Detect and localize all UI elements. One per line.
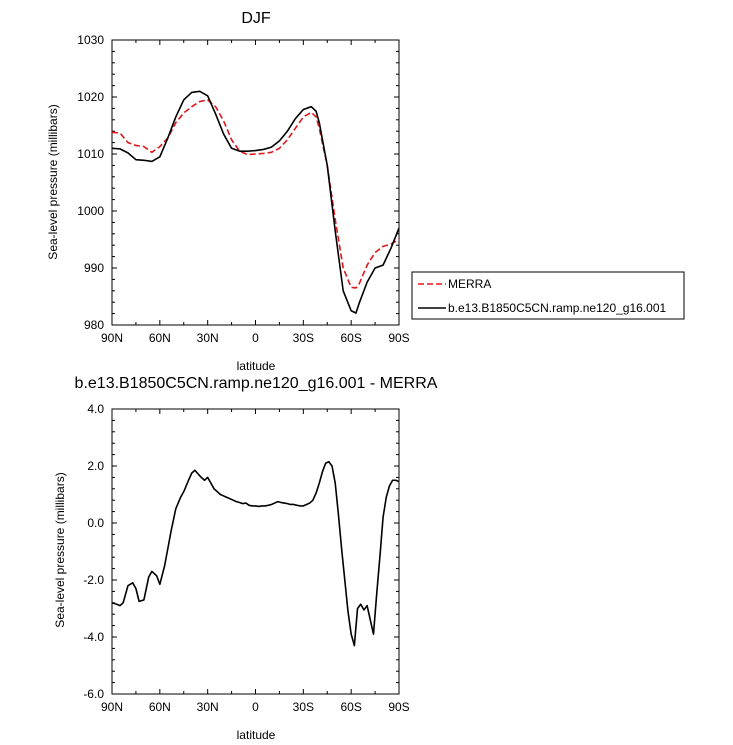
- bottom-chart-y-tick-label: -4.0: [83, 630, 104, 644]
- legend-label-model: b.e13.B1850C5CN.ramp.ne120_g16.001: [448, 301, 666, 315]
- top-chart-y-tick-label: 1020: [77, 90, 104, 104]
- bottom-chart-y-tick-label: -6.0: [83, 687, 104, 701]
- top-chart-series-line-1: [111, 90, 400, 314]
- bottom-chart-x-tick-label: 30S: [293, 700, 314, 714]
- top-chart-legend: MERRA b.e13.B1850C5CN.ramp.ne120_g16.001: [411, 271, 685, 320]
- top-chart-x-tick-label: 30N: [197, 331, 219, 345]
- top-chart-y-tick-label: 1000: [77, 204, 104, 218]
- bottom-chart-frame: [111, 408, 400, 695]
- top-chart-panel: DJF 90N 60N 30N 0 30S 60S 90S 980 990 1000 1010 102…: [46, 10, 410, 373]
- top-chart-x-tick-label: 60N: [149, 331, 171, 345]
- bottom-chart-y-tick-label: 4.0: [87, 402, 104, 416]
- top-chart-x-tick-label: 90S: [388, 331, 409, 345]
- top-chart-frame: [111, 39, 400, 326]
- bottom-chart-y-tick-label: -2.0: [83, 573, 104, 587]
- bottom-chart-title: b.e13.B1850C5CN.ramp.ne120_g16.001 - MER…: [75, 375, 438, 392]
- top-chart-x-tick-label: 60S: [340, 331, 361, 345]
- bottom-chart-x-tick-label: 30N: [197, 700, 219, 714]
- top-chart-y-axis-label: Sea-level pressure (millibars): [46, 104, 60, 259]
- legend-label-merra: MERRA: [448, 277, 491, 291]
- top-chart-x-tick-label: 30S: [293, 331, 314, 345]
- top-chart-x-axis-label: latitude: [237, 359, 276, 373]
- top-chart-y-tick-label: 1030: [77, 33, 104, 47]
- top-chart-y-tick-label: 990: [84, 261, 104, 275]
- bottom-chart-y-axis-label: Sea-level pressure (millibars): [53, 472, 67, 627]
- top-chart-y-tick-label: 1010: [77, 147, 104, 161]
- bottom-chart-x-tick-label: 60N: [149, 700, 171, 714]
- top-chart-x-tick-label: 0: [252, 331, 259, 345]
- bottom-chart-x-tick-label: 0: [252, 700, 259, 714]
- legend-box: [411, 271, 685, 320]
- top-chart-plot-area: 90N 60N 30N 0 30S 60S 90S 980 990 1000 1010 1020 103…: [77, 33, 409, 345]
- bottom-chart-y-tick-label: 2.0: [87, 459, 104, 473]
- bottom-chart-plot-area: 90N 60N 30N 0 30S 60S 90S -6.0 -4.0 -2.0 0.0 2.0 4.0: [83, 402, 409, 714]
- bottom-chart-x-tick-label: 90N: [101, 700, 123, 714]
- bottom-chart-series-line-0: [111, 460, 400, 647]
- bottom-chart-x-axis-label: latitude: [237, 728, 276, 742]
- bottom-chart-panel: b.e13.B1850C5CN.ramp.ne120_g16.001 - MER…: [53, 375, 438, 742]
- bottom-chart-y-tick-label: 0.0: [87, 516, 104, 530]
- top-chart-series-line-0: [111, 99, 400, 289]
- top-chart-x-tick-label: 90N: [101, 331, 123, 345]
- top-chart-y-tick-label: 980: [84, 318, 104, 332]
- top-chart-title: DJF: [241, 10, 271, 27]
- bottom-chart-x-tick-label: 60S: [340, 700, 361, 714]
- bottom-chart-x-tick-label: 90S: [388, 700, 409, 714]
